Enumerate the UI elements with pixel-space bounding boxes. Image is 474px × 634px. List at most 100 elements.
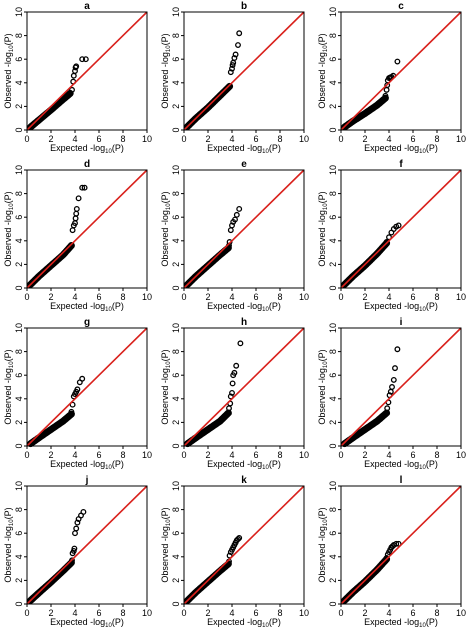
y-axis-title-prefix: Observed -log bbox=[160, 526, 170, 583]
panel-letter: j bbox=[85, 475, 89, 486]
x-axis-title: Expected -log10(P) bbox=[364, 301, 438, 313]
data-point bbox=[73, 210, 80, 217]
data-point bbox=[236, 205, 243, 212]
y-tick-label: 2 bbox=[14, 420, 24, 425]
data-point bbox=[392, 365, 398, 372]
y-tick-label: 10 bbox=[171, 7, 181, 17]
x-axis-title-suffix: (P) bbox=[269, 301, 281, 311]
x-tick-label: 6 bbox=[410, 134, 415, 144]
plot-box bbox=[340, 485, 462, 605]
y-tick-label: 6 bbox=[171, 215, 181, 220]
reference-line bbox=[26, 11, 148, 131]
data-point bbox=[229, 389, 235, 396]
data-point bbox=[71, 545, 78, 552]
x-axis-title-prefix: Expected -log bbox=[207, 301, 262, 311]
x-axis-title-suffix: (P) bbox=[426, 459, 438, 469]
y-axis-title-suffix: (P) bbox=[317, 349, 327, 361]
y-axis-title-suffix: (P) bbox=[160, 191, 170, 203]
y-tick-label: 4 bbox=[171, 80, 181, 85]
data-point bbox=[384, 405, 391, 412]
x-tick-label: 2 bbox=[205, 134, 210, 144]
y-tick-label: 2 bbox=[171, 104, 181, 109]
x-axis-title-suffix: (P) bbox=[112, 617, 124, 627]
x-axis-title: Expected -log10(P) bbox=[207, 617, 281, 629]
x-tick-label: 2 bbox=[48, 134, 53, 144]
y-axis-title-prefix: Observed -log bbox=[317, 210, 327, 267]
y-tick-label: 6 bbox=[171, 531, 181, 536]
y-tick-label: 8 bbox=[14, 191, 24, 196]
x-tick-label: 10 bbox=[142, 134, 152, 144]
data-point bbox=[233, 362, 240, 369]
y-tick-label: 10 bbox=[14, 7, 24, 17]
x-axis-title-subscript: 10 bbox=[419, 149, 426, 155]
x-tick-label: 2 bbox=[205, 292, 210, 302]
panel-letter: c bbox=[398, 1, 404, 12]
y-axis-title-prefix: Observed -log bbox=[3, 52, 13, 109]
x-tick-label: 4 bbox=[229, 450, 234, 460]
x-tick-label: 6 bbox=[253, 450, 258, 460]
data-point bbox=[395, 222, 402, 229]
y-tick-label: 2 bbox=[14, 104, 24, 109]
y-axis-title-suffix: (P) bbox=[3, 33, 13, 45]
y-axis-title-suffix: (P) bbox=[160, 33, 170, 45]
data-point bbox=[383, 86, 390, 93]
y-tick-label: 10 bbox=[328, 165, 338, 175]
y-axis-title: Observed -log10(P) bbox=[317, 191, 329, 266]
data-point bbox=[72, 215, 79, 222]
y-axis-title-subscript: 10 bbox=[323, 519, 329, 526]
panel-letter: k bbox=[241, 475, 247, 486]
x-axis-title-prefix: Expected -log bbox=[364, 301, 419, 311]
y-tick-label: 0 bbox=[171, 443, 181, 448]
x-axis-title-suffix: (P) bbox=[426, 143, 438, 153]
panel-letter: i bbox=[400, 317, 403, 328]
x-tick-label: 10 bbox=[456, 608, 466, 618]
data-point bbox=[390, 376, 397, 383]
plot-box bbox=[340, 327, 462, 447]
y-tick-label: 0 bbox=[14, 127, 24, 132]
data-point bbox=[233, 211, 240, 218]
x-axis-title-suffix: (P) bbox=[112, 459, 124, 469]
y-axis-title-suffix: (P) bbox=[317, 33, 327, 45]
data-point bbox=[73, 63, 80, 70]
data-point bbox=[394, 58, 401, 65]
y-axis-title-suffix: (P) bbox=[317, 191, 327, 203]
x-tick-label: 2 bbox=[362, 134, 367, 144]
y-axis-title-prefix: Observed -log bbox=[317, 52, 327, 109]
y-tick-label: 10 bbox=[14, 165, 24, 175]
y-tick-label: 4 bbox=[171, 396, 181, 401]
reference-line bbox=[26, 485, 148, 605]
x-tick-label: 6 bbox=[96, 608, 101, 618]
x-axis-title-prefix: Expected -log bbox=[50, 459, 105, 469]
panel-letter: g bbox=[84, 317, 90, 328]
x-axis-title-subscript: 10 bbox=[105, 465, 112, 471]
x-tick-label: 6 bbox=[253, 134, 258, 144]
data-point bbox=[386, 234, 392, 241]
y-tick-label: 2 bbox=[171, 262, 181, 267]
y-tick-label: 6 bbox=[171, 373, 181, 378]
reference-line bbox=[183, 169, 305, 289]
x-tick-label: 10 bbox=[299, 450, 309, 460]
x-tick-label: 10 bbox=[142, 450, 152, 460]
y-axis-title: Observed -log10(P) bbox=[317, 349, 329, 424]
x-axis-title-suffix: (P) bbox=[426, 617, 438, 627]
y-axis-title: Observed -log10(P) bbox=[160, 349, 172, 424]
plot-box bbox=[26, 327, 148, 447]
y-axis-title-prefix: Observed -log bbox=[160, 210, 170, 267]
x-tick-label: 0 bbox=[24, 608, 29, 618]
y-axis-title-subscript: 10 bbox=[166, 45, 172, 52]
y-tick-label: 8 bbox=[328, 507, 338, 512]
y-tick-label: 0 bbox=[328, 443, 338, 448]
x-tick-label: 8 bbox=[120, 292, 125, 302]
x-tick-label: 6 bbox=[253, 608, 258, 618]
y-tick-label: 2 bbox=[328, 420, 338, 425]
y-axis-title-subscript: 10 bbox=[323, 45, 329, 52]
x-axis-title-prefix: Expected -log bbox=[207, 143, 262, 153]
x-axis-title-prefix: Expected -log bbox=[207, 617, 262, 627]
data-point bbox=[67, 410, 75, 418]
x-axis-title-suffix: (P) bbox=[112, 301, 124, 311]
